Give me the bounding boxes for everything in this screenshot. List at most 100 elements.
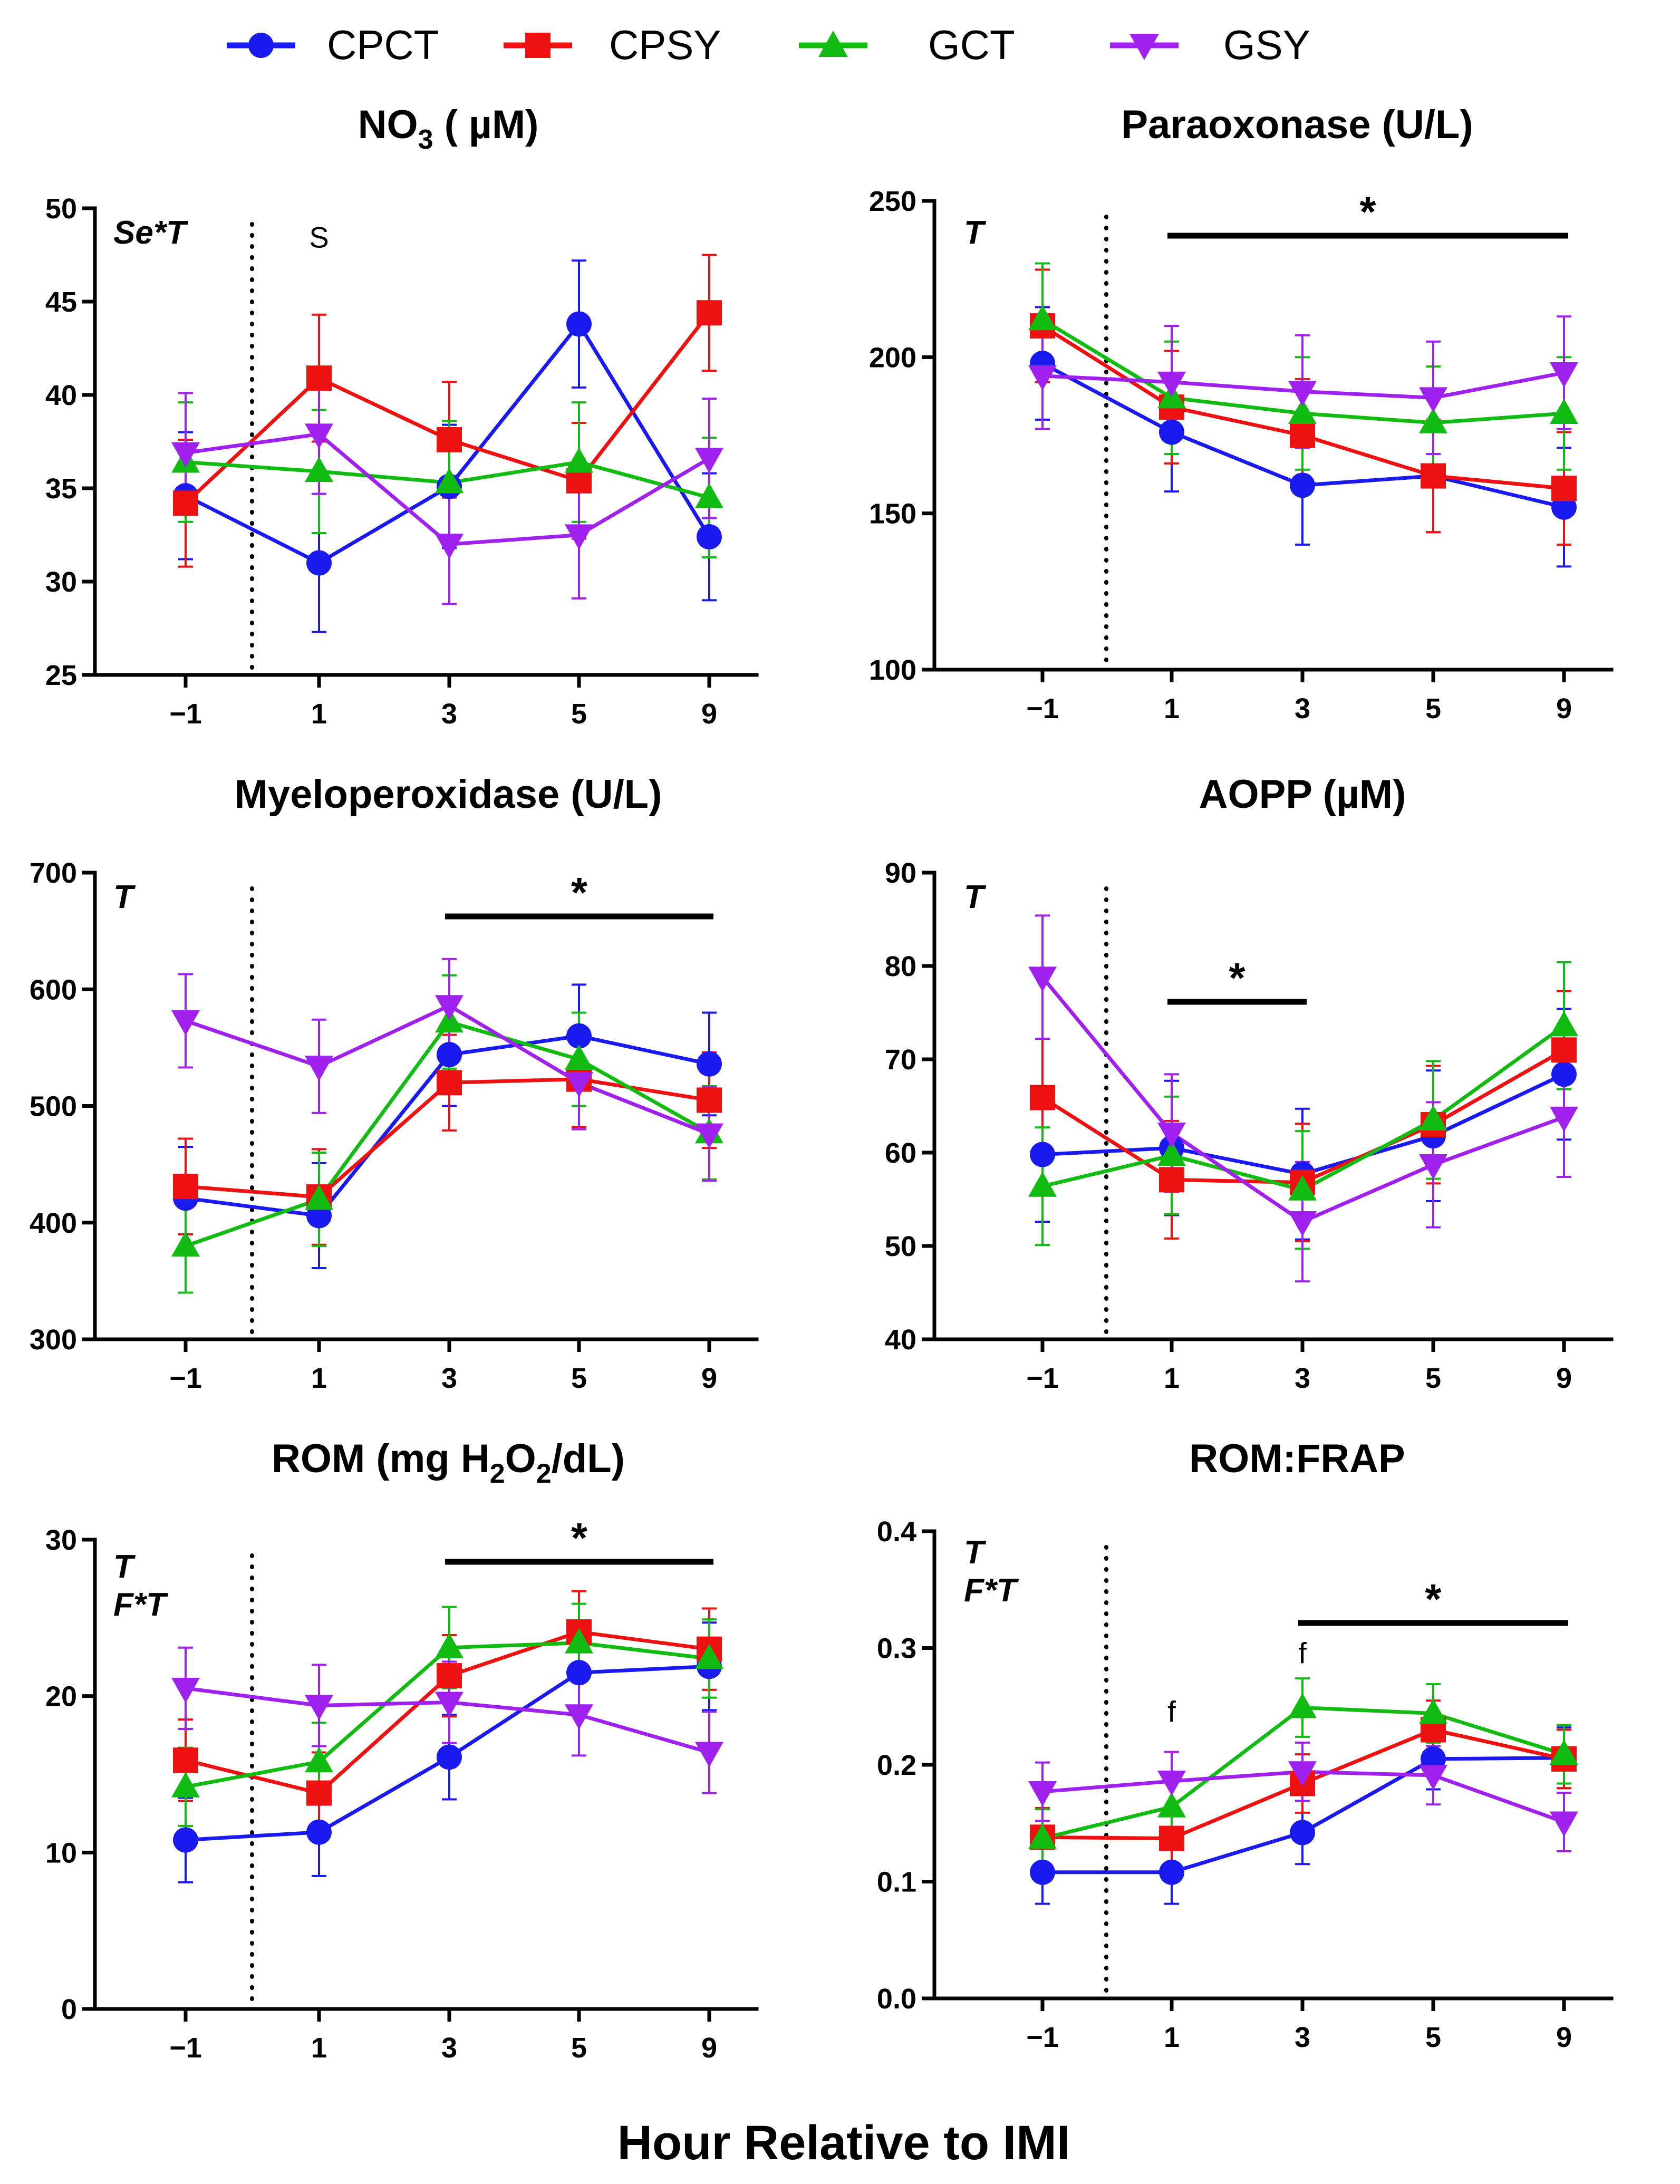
rom-cpct-point xyxy=(566,1660,592,1686)
aopp-gsy-point xyxy=(1419,1154,1447,1180)
myeloperoxidase-gct-point xyxy=(565,1045,593,1070)
rom-cpsy-point xyxy=(437,1663,462,1689)
legend-label-gct: GCT xyxy=(928,22,1015,68)
no3-cpct-point xyxy=(566,311,592,337)
rom-frap-gct-point xyxy=(1288,1693,1317,1718)
no3-cpsy-point xyxy=(437,427,462,452)
myeloperoxidase-cpct-point xyxy=(697,1051,722,1077)
no3-effect-label: Se*T xyxy=(113,215,189,251)
rom-gct-point xyxy=(695,1644,723,1669)
rom-y-tick-label: 20 xyxy=(45,1681,77,1713)
panel-myeloperoxidase: 300 400 500 600 700 −1 1 3 5 9 T * xyxy=(30,857,759,1394)
myeloperoxidase-x-tick-label: −1 xyxy=(169,1362,202,1394)
no3-gct-point xyxy=(695,482,723,508)
rom-frap-x-tick-label: 1 xyxy=(1164,2022,1180,2053)
rom-cpct-point xyxy=(173,1827,198,1853)
legend-marker-cpsy xyxy=(525,33,551,58)
rom-gsy-point xyxy=(695,1742,723,1767)
paraoxonase-gct-point xyxy=(1288,399,1317,424)
rom-frap-gct-point xyxy=(1419,1698,1447,1724)
myeloperoxidase-x-tick-label: 3 xyxy=(441,1362,457,1394)
aopp-y-tick-label: 70 xyxy=(885,1044,916,1076)
legend: CPCT CPSY GCT GSY xyxy=(227,22,1310,68)
no3-x-tick-label: 9 xyxy=(701,698,717,730)
rom-gct-point xyxy=(171,1772,200,1798)
rom-frap-annotation: f xyxy=(1167,1695,1176,1728)
rom-frap-y-tick-label: 0.4 xyxy=(877,1516,916,1548)
myeloperoxidase-gct-point xyxy=(171,1231,200,1257)
rom-frap-effect-label: T xyxy=(964,1534,987,1571)
aopp-gsy-point xyxy=(1288,1211,1317,1236)
aopp-effect-label: T xyxy=(964,879,987,915)
rom-frap-annotation: f xyxy=(1298,1637,1307,1670)
rom-frap-x-tick-label: 9 xyxy=(1556,2022,1572,2053)
rom-frap-gsy-point xyxy=(1028,1781,1057,1806)
aopp-y-tick-label: 80 xyxy=(885,951,916,982)
myeloperoxidase-cpct-point xyxy=(437,1042,462,1068)
aopp-y-tick-label: 40 xyxy=(885,1324,916,1356)
rom-gsy-point xyxy=(435,1692,464,1717)
panel-title-no3: NO3 ( µM) xyxy=(358,102,539,155)
no3-x-tick-label: 5 xyxy=(571,698,587,730)
aopp-gct-point xyxy=(1550,1011,1578,1037)
no3-y-tick-label: 50 xyxy=(45,193,77,225)
paraoxonase-cpsy-point xyxy=(1421,463,1446,489)
rom-frap-x-tick-label: −1 xyxy=(1026,2022,1059,2053)
aopp-y-tick-label: 50 xyxy=(885,1231,916,1262)
paraoxonase-gsy-point xyxy=(1157,371,1186,397)
panel-aopp: 40 50 60 70 80 90 −1 1 3 5 9 T * xyxy=(885,857,1614,1394)
rom-effect-label: T xyxy=(113,1549,136,1585)
no3-title-sub: 3 xyxy=(418,124,433,155)
aopp-x-tick-label: 9 xyxy=(1556,1362,1572,1394)
rom-significance-star: * xyxy=(571,1514,588,1561)
myeloperoxidase-gsy-point xyxy=(435,995,464,1021)
no3-cpsy-point xyxy=(173,490,198,516)
rom-x-tick-label: 3 xyxy=(441,2032,457,2064)
rom-cpct-point xyxy=(437,1744,462,1770)
paraoxonase-x-tick-label: −1 xyxy=(1026,693,1059,724)
paraoxonase-y-tick-label: 250 xyxy=(869,186,916,217)
paraoxonase-cpsy-point xyxy=(1551,476,1577,501)
paraoxonase-y-tick-label: 200 xyxy=(869,342,916,373)
rom-cpsy-point xyxy=(306,1780,332,1806)
myeloperoxidase-x-tick-label: 1 xyxy=(311,1362,327,1394)
aopp-gct-point xyxy=(1157,1141,1186,1166)
rom-frap-y-tick-label: 0.1 xyxy=(877,1867,916,1898)
panel-paraoxonase: 100 150 200 250 −1 1 3 5 9 T * xyxy=(869,186,1614,724)
panel-title-rom-frap: ROM:FRAP xyxy=(1189,1436,1405,1481)
no3-gct-point xyxy=(565,447,593,473)
paraoxonase-gsy-point xyxy=(1550,362,1578,388)
legend-item-cpct: CPCT xyxy=(227,22,439,68)
aopp-x-tick-label: −1 xyxy=(1026,1362,1059,1394)
myeloperoxidase-y-tick-label: 500 xyxy=(30,1091,77,1123)
aopp-y-tick-label: 90 xyxy=(885,857,916,889)
myeloperoxidase-cpsy-line xyxy=(185,1077,710,1199)
no3-y-tick-label: 30 xyxy=(45,566,77,598)
myeloperoxidase-y-tick-label: 400 xyxy=(30,1207,77,1239)
rom-frap-gsy-point xyxy=(1550,1811,1578,1837)
aopp-x-tick-label: 3 xyxy=(1295,1362,1310,1394)
rom-title-part-3: /dL) xyxy=(552,1436,625,1481)
rom-gct-point xyxy=(435,1632,464,1658)
rom-frap-gsy-point xyxy=(1419,1764,1447,1790)
paraoxonase-gct-point xyxy=(1550,399,1578,424)
legend-label-gsy: GSY xyxy=(1223,22,1310,68)
no3-y-tick-label: 35 xyxy=(45,473,77,505)
myeloperoxidase-cpsy-point xyxy=(437,1070,462,1096)
panel-title-aopp: AOPP (µM) xyxy=(1199,772,1406,817)
no3-y-tick-label: 25 xyxy=(45,660,77,691)
paraoxonase-y-tick-label: 100 xyxy=(869,654,916,686)
no3-gsy-point xyxy=(435,534,464,559)
aopp-cpct-point xyxy=(1551,1061,1577,1087)
rom-gsy-point xyxy=(171,1677,200,1703)
panel-rom: 0 10 20 30 −1 1 3 5 9 TF*T * xyxy=(45,1514,759,2064)
rom-frap-cpsy-point xyxy=(1159,1825,1184,1851)
aopp-significance-star: * xyxy=(1229,954,1245,1001)
legend-item-cpsy: CPSY xyxy=(504,22,721,68)
aopp-cpsy-point xyxy=(1551,1037,1577,1063)
paraoxonase-y-tick-label: 150 xyxy=(869,498,916,530)
legend-marker-gct xyxy=(818,31,848,57)
aopp-gsy-point xyxy=(1028,967,1057,992)
rom-frap-cpct-point xyxy=(1159,1859,1184,1885)
